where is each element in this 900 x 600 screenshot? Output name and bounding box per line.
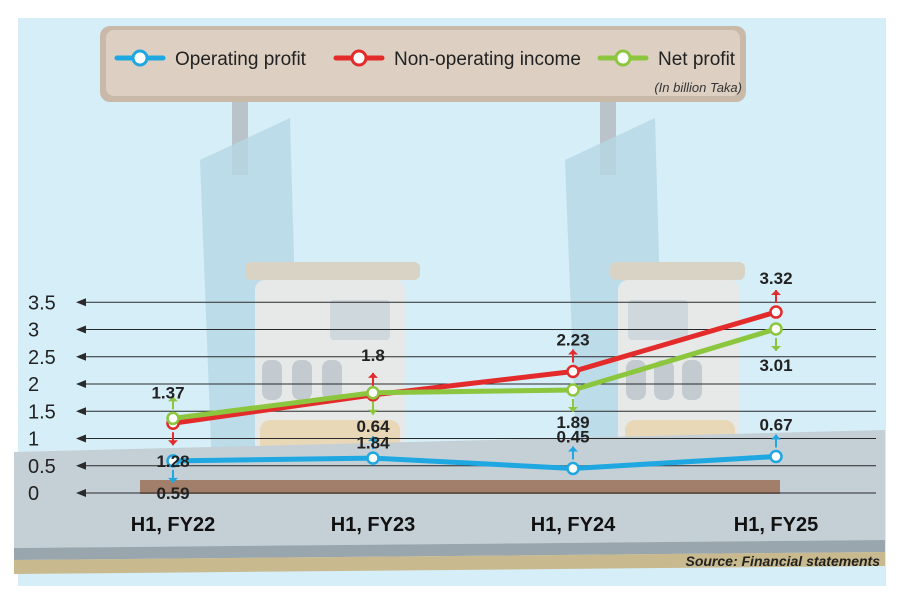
unit-note: (In billion Taka) xyxy=(654,80,742,95)
legend-swatch-marker xyxy=(131,49,149,67)
data-label: 0.67 xyxy=(759,415,792,434)
y-tick-label: 3.5 xyxy=(28,292,56,314)
series-layer xyxy=(166,290,783,483)
data-labels: 0.59 0.64 0.45 0.67 1.28 1.8 2.23 3.32 1.37 1.84 1… xyxy=(151,269,792,503)
x-category-label: H1, FY24 xyxy=(531,514,616,536)
x-axis-categories: H1, FY22 H1, FY23 H1, FY24 H1, FY25 xyxy=(131,514,818,536)
grid-arrow xyxy=(76,461,86,470)
data-point xyxy=(769,449,783,464)
data-arrow-head xyxy=(771,434,781,440)
data-label: 2.23 xyxy=(556,330,589,349)
y-tick-label: 1 xyxy=(28,429,39,451)
y-tick-label: 3 xyxy=(28,320,39,342)
legend-label: Non-operating income xyxy=(394,49,581,70)
data-point xyxy=(769,305,783,319)
grid-arrow xyxy=(76,352,86,361)
data-point xyxy=(566,364,580,379)
legend-item: Net profit xyxy=(597,49,736,70)
y-tick-label: 1.5 xyxy=(28,401,56,423)
y-axis-ticks: 0 0.5 1 1.5 2 2.5 3 3.5 xyxy=(28,292,56,505)
data-point xyxy=(366,385,380,400)
x-category-label: H1, FY25 xyxy=(734,514,818,536)
data-arrow-head xyxy=(368,409,378,415)
legend-label: Operating profit xyxy=(175,49,307,70)
data-label: 3.32 xyxy=(759,269,792,288)
data-label: 1.8 xyxy=(361,346,385,365)
data-label: 1.28 xyxy=(156,452,189,471)
data-label: 0.45 xyxy=(556,427,589,446)
data-arrow-head xyxy=(168,396,178,402)
data-label: 3.01 xyxy=(759,356,792,375)
data-label: 1.89 xyxy=(556,413,589,432)
data-point xyxy=(566,383,580,397)
data-label: 1.84 xyxy=(356,434,390,453)
legend-label: Net profit xyxy=(658,49,736,70)
legend-item: Operating profit xyxy=(114,49,307,70)
data-arrow-head xyxy=(368,372,378,378)
data-label: 0.64 xyxy=(356,417,390,436)
legend-swatch-marker xyxy=(614,49,632,67)
series-line xyxy=(170,453,779,471)
grid-arrow xyxy=(76,325,86,334)
y-tick-label: 0 xyxy=(28,483,39,505)
data-label: 0.59 xyxy=(156,484,189,503)
series-net-profit xyxy=(166,322,783,426)
legend: Operating profit Non-operating income Net … xyxy=(114,49,736,70)
data-point xyxy=(769,322,783,336)
series-line xyxy=(170,309,779,426)
grid-arrow xyxy=(76,298,86,307)
data-arrow-head xyxy=(368,436,378,442)
legend-swatch-marker xyxy=(350,49,368,67)
y-tick-label: 2 xyxy=(28,374,39,396)
data-arrow-head xyxy=(771,290,781,296)
y-tick-label: 0.5 xyxy=(28,456,56,478)
grid-arrow xyxy=(76,380,86,388)
data-point xyxy=(166,411,180,426)
data-arrow-head xyxy=(568,446,578,452)
y-tick-label: 2.5 xyxy=(28,347,56,369)
data-point xyxy=(166,454,180,468)
data-point xyxy=(566,461,580,476)
data-point xyxy=(366,451,380,465)
series-line xyxy=(170,326,779,421)
data-arrow-head xyxy=(168,477,178,483)
data-arrow-head xyxy=(568,349,578,355)
x-category-label: H1, FY23 xyxy=(331,514,415,536)
data-label: 1.37 xyxy=(151,383,184,402)
grid-arrow xyxy=(76,407,86,416)
data-arrow-head xyxy=(771,345,781,351)
data-arrow-head xyxy=(568,406,578,412)
x-category-label: H1, FY22 xyxy=(131,514,215,536)
legend-item: Non-operating income xyxy=(333,49,581,70)
data-arrow-head xyxy=(168,440,178,446)
grid-arrow xyxy=(76,434,86,443)
grid-arrow xyxy=(76,489,86,497)
source-note: Source: Financial statements xyxy=(685,553,880,569)
series-operating-profit xyxy=(166,434,783,483)
